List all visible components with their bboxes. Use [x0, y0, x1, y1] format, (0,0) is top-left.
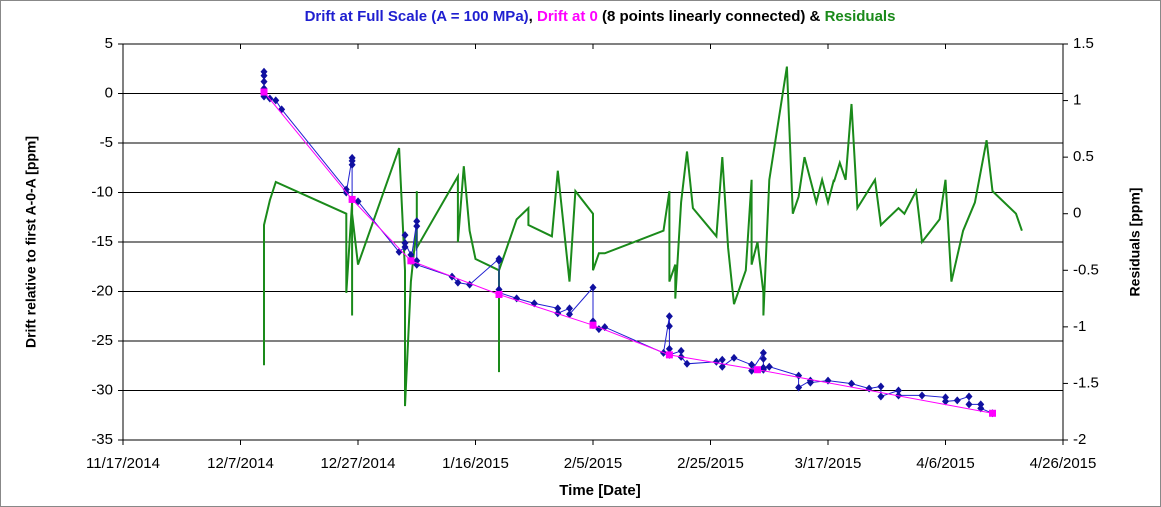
point-marker	[401, 238, 409, 247]
series-line	[263, 91, 993, 414]
x-tick-label: 2/5/2015	[564, 455, 622, 472]
point-marker	[965, 392, 973, 401]
point-marker	[748, 360, 756, 369]
title-part: (8 points linearly connected) &	[598, 8, 825, 25]
point-marker	[754, 366, 761, 374]
point-marker	[260, 77, 268, 86]
y-tick-label: -20	[91, 282, 113, 299]
y-axis-title: Drift relative to first A-0-A [ppm]	[23, 136, 39, 348]
x-tick-label: 11/17/2014	[86, 455, 160, 472]
point-marker	[665, 312, 673, 321]
point-marker	[765, 362, 773, 371]
point-marker	[712, 357, 720, 366]
y2-tick-label: -1.5	[1073, 374, 1099, 391]
point-marker	[759, 348, 767, 357]
point-marker	[407, 257, 415, 265]
point-marker	[730, 353, 738, 362]
point-marker	[272, 96, 280, 105]
x-tick-label: 12/27/2014	[320, 455, 395, 472]
series-line	[263, 66, 1023, 407]
title-part: Drift at 0	[537, 8, 598, 25]
point-marker	[718, 355, 726, 364]
point-marker	[759, 354, 767, 363]
point-marker	[759, 365, 767, 374]
x-tick-label: 12/7/2014	[207, 455, 274, 472]
y-tick-label: -30	[91, 381, 113, 398]
point-marker	[260, 71, 268, 80]
point-marker	[413, 217, 421, 226]
point-marker	[848, 379, 855, 388]
point-marker	[401, 231, 409, 240]
y2-axis-title: Residuals [ppm]	[1127, 188, 1143, 297]
y-tick-label: -15	[91, 233, 113, 250]
point-marker	[877, 392, 885, 401]
point-marker	[413, 222, 421, 231]
point-marker	[454, 278, 462, 287]
point-marker	[942, 397, 949, 406]
chart-title: Drift at Full Scale (A = 100 MPa), Drift…	[305, 8, 896, 25]
y2-tick-label: -2	[1073, 431, 1086, 448]
y2-tick-label: 0	[1073, 205, 1081, 222]
point-marker	[495, 290, 503, 298]
y-tick-label: -35	[91, 431, 113, 448]
y-tick-label: 5	[105, 35, 113, 52]
point-marker	[566, 310, 573, 319]
y2-tick-label: 0.5	[1073, 148, 1094, 165]
title-part: Drift at Full Scale (A = 100 MPa)	[305, 8, 529, 25]
x-axis-title: Time [Date]	[559, 482, 640, 499]
point-marker	[718, 362, 726, 371]
x-tick-label: 2/25/2015	[677, 455, 744, 472]
x-tick-label: 4/26/2015	[1030, 455, 1097, 472]
point-marker	[554, 304, 562, 313]
point-marker	[953, 396, 961, 405]
x-tick-label: 1/16/2015	[442, 455, 509, 472]
point-marker	[665, 351, 673, 359]
point-marker	[589, 321, 597, 329]
x-tick-label: 4/6/2015	[916, 455, 974, 472]
point-marker	[895, 386, 902, 395]
point-marker	[677, 346, 685, 355]
y-tick-label: 0	[105, 84, 113, 101]
title-part: ,	[529, 8, 537, 25]
point-marker	[348, 195, 356, 203]
point-marker	[806, 378, 814, 387]
point-marker	[665, 344, 673, 353]
title-part: Residuals	[825, 8, 896, 25]
y-tick-label: -5	[100, 134, 113, 151]
point-marker	[795, 383, 803, 392]
y2-tick-label: -0.5	[1073, 261, 1099, 278]
point-marker	[965, 400, 973, 409]
y2-tick-label: 1	[1073, 92, 1081, 109]
point-marker	[407, 250, 415, 259]
y2-tick-label: -1	[1073, 318, 1086, 335]
y-tick-label: -25	[91, 332, 113, 349]
point-marker	[877, 382, 885, 391]
point-marker	[566, 304, 573, 313]
point-marker	[918, 391, 926, 400]
point-marker	[683, 359, 691, 368]
point-marker	[589, 283, 597, 292]
point-marker	[495, 256, 503, 265]
y2-tick-label: 1.5	[1073, 35, 1094, 52]
y-tick-label: -10	[91, 183, 113, 200]
point-marker	[989, 409, 996, 417]
point-marker	[665, 322, 673, 331]
x-tick-label: 3/17/2015	[795, 455, 862, 472]
point-marker	[260, 88, 268, 96]
point-marker	[348, 160, 356, 169]
